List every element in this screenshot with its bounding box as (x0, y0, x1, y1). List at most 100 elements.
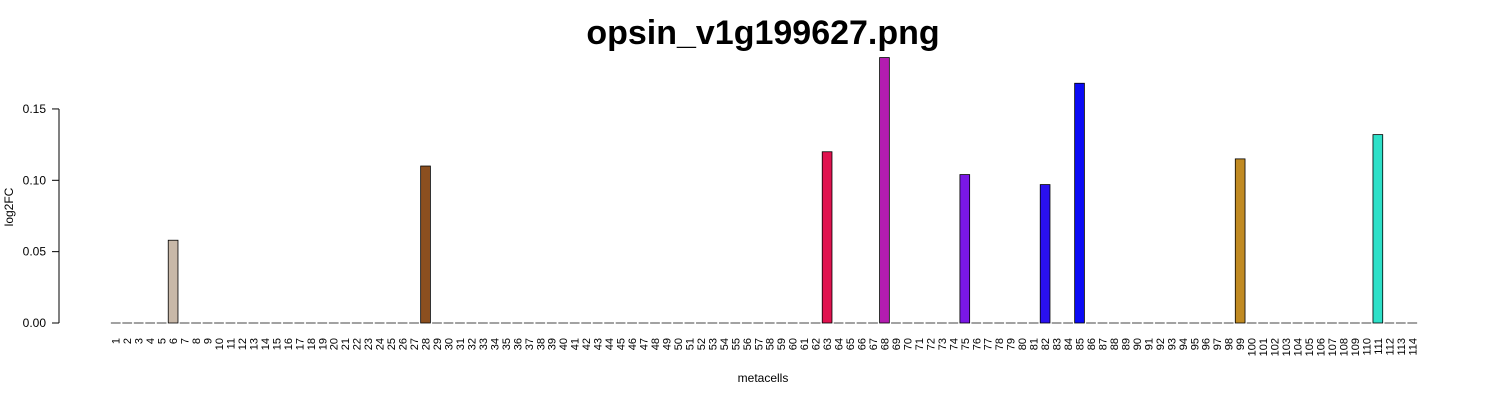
x-axis-label: metacells (738, 371, 789, 385)
x-tick-label: 88 (1109, 338, 1121, 350)
x-tick-label: 69 (891, 338, 903, 350)
x-tick-label: 26 (398, 338, 410, 350)
x-tick-label: 76 (971, 338, 983, 350)
x-tick-label: 95 (1189, 338, 1201, 350)
x-tick-label: 84 (1063, 338, 1075, 350)
x-tick-label: 114 (1407, 338, 1419, 356)
x-tick-label: 71 (914, 338, 926, 350)
x-tick-label: 103 (1281, 338, 1293, 356)
x-tick-label: 6 (168, 338, 180, 344)
bar (1372, 134, 1384, 324)
x-tick-label: 74 (948, 338, 960, 350)
x-tick-label: 79 (1006, 338, 1018, 350)
x-tick-label: 89 (1120, 338, 1132, 350)
x-tick-label: 94 (1178, 338, 1190, 350)
bars (110, 57, 1418, 324)
x-tick-label: 16 (283, 338, 295, 350)
x-tick-label: 13 (248, 338, 260, 350)
x-tick-label: 67 (868, 338, 880, 350)
x-tick-label: 12 (237, 338, 249, 350)
x-tick-label: 24 (375, 338, 387, 350)
x-tick-label: 80 (1017, 338, 1029, 350)
x-tick-label: 9 (203, 338, 215, 344)
x-tick-label: 77 (983, 338, 995, 350)
x-tick-label: 35 (501, 338, 513, 350)
x-tick-label: 90 (1132, 338, 1144, 350)
x-tick-label: 8 (191, 338, 203, 344)
x-tick-label: 52 (696, 338, 708, 350)
x-tick-label: 60 (788, 338, 800, 350)
x-tick-label: 51 (684, 338, 696, 350)
x-tick-label: 100 (1247, 338, 1259, 356)
x-tick-label: 21 (340, 338, 352, 350)
x-tick-label: 11 (225, 338, 237, 349)
x-tick-label: 5 (157, 338, 169, 344)
x-tick-label: 29 (432, 338, 444, 350)
x-tick-label: 28 (421, 338, 433, 350)
x-tick-label: 39 (547, 338, 559, 350)
x-tick-label: 83 (1052, 338, 1064, 350)
x-tick-label: 78 (994, 338, 1006, 350)
x-tick-label: 97 (1212, 338, 1224, 350)
x-tick-label: 107 (1327, 338, 1339, 356)
x-tick-label: 18 (306, 338, 318, 350)
x-tick-label: 105 (1304, 338, 1316, 356)
x-tick-label: 20 (329, 338, 341, 350)
x-tick-label: 54 (719, 338, 731, 350)
x-tick-label: 106 (1315, 338, 1327, 356)
x-tick-label: 25 (386, 338, 398, 350)
x-tick-label: 50 (673, 338, 685, 350)
x-tick-label: 93 (1166, 338, 1178, 350)
x-tick-label: 108 (1338, 338, 1350, 356)
x-tick-label: 61 (799, 338, 811, 350)
x-tick-label: 112 (1384, 338, 1396, 356)
x-tick-label: 7 (180, 338, 192, 344)
x-tick-label: 32 (466, 338, 478, 350)
x-tick-label: 48 (650, 338, 662, 350)
x-tick-label: 85 (1075, 338, 1087, 350)
x-tick-label: 47 (639, 338, 651, 350)
x-tick-label: 96 (1201, 338, 1213, 350)
x-tick-label: 23 (363, 338, 375, 350)
x-tick-label: 62 (811, 338, 823, 350)
x-tick-label: 81 (1029, 338, 1041, 350)
y-axis-label: log2FC (2, 187, 16, 226)
x-tick-label: 15 (271, 338, 283, 350)
y-tick-label: 0.00 (23, 316, 47, 330)
x-tick-label: 72 (925, 338, 937, 350)
x-tick-label: 46 (627, 338, 639, 350)
x-tick-label: 86 (1086, 338, 1098, 350)
x-tick-label: 45 (616, 338, 628, 350)
x-tick-label: 41 (570, 338, 582, 350)
x-tick-label: 1 (111, 338, 123, 344)
x-tick-label: 101 (1258, 338, 1270, 356)
bar (1234, 158, 1246, 324)
x-tick-label: 56 (742, 338, 754, 350)
x-tick-label: 104 (1293, 338, 1305, 356)
bar (167, 239, 179, 324)
bar (1074, 82, 1085, 324)
y-tick-label: 0.15 (23, 102, 47, 116)
x-tick-label: 53 (707, 338, 719, 350)
x-tick-label: 33 (478, 338, 490, 350)
x-tick-label: 65 (845, 338, 857, 350)
y-tick-label: 0.05 (23, 245, 47, 259)
x-tick-label: 17 (294, 338, 306, 350)
x-tick-label: 10 (214, 338, 226, 350)
x-tick-label: 27 (409, 338, 421, 350)
x-tick-label: 2 (122, 338, 134, 344)
x-tick-label: 55 (730, 338, 742, 350)
chart-title: opsin_v1g199627.png (586, 14, 939, 52)
x-tick-label: 49 (661, 338, 673, 350)
x-tick-label: 109 (1350, 338, 1362, 356)
x-tick-label: 42 (581, 338, 593, 350)
y-axis: 0.00 0.05 0.10 0.15 (23, 102, 60, 330)
x-tick-label: 75 (960, 338, 972, 350)
x-tick-label: 57 (753, 338, 765, 350)
x-tick-label: 36 (512, 338, 524, 350)
x-tick-label: 113 (1396, 338, 1408, 356)
bar (420, 165, 431, 324)
x-tick-label: 30 (443, 338, 455, 350)
bar (1039, 184, 1051, 324)
